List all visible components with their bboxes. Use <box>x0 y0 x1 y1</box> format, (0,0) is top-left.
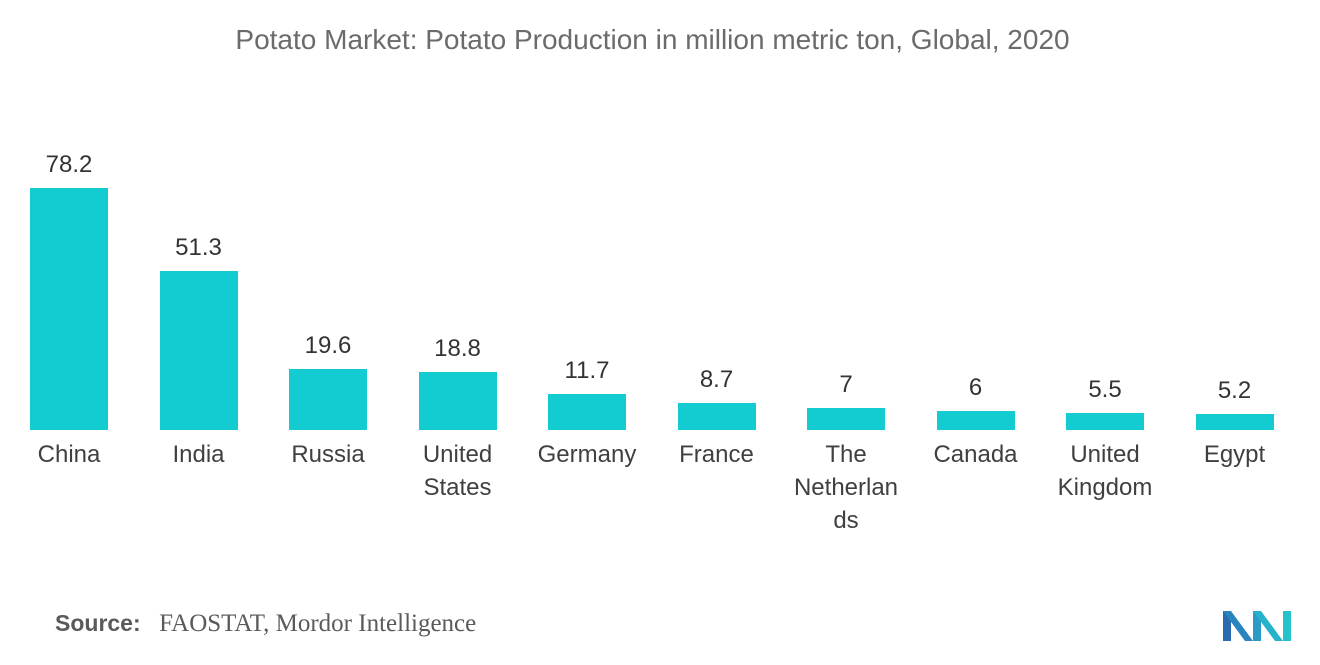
value-label-canada: 6 <box>968 374 983 402</box>
source-label: Source: <box>55 610 141 636</box>
value-label-germany: 11.7 <box>564 356 610 384</box>
category-label-russia: Russia <box>291 441 365 468</box>
bar-china <box>30 188 108 430</box>
value-label-united-kingdom: 5.5 <box>1088 375 1122 403</box>
category-label-united-kingdom: United Kingdom <box>1057 441 1153 501</box>
bar-germany <box>548 393 626 430</box>
value-label-the-netherlands: 7 <box>839 371 853 399</box>
bar-united-states <box>418 371 497 430</box>
value-label-russia: 19.6 <box>304 332 352 360</box>
category-label-egypt: Egypt <box>1203 441 1266 468</box>
bar-france <box>677 403 756 430</box>
value-label-china: 78.2 <box>45 151 93 178</box>
category-label-india: India <box>172 441 225 468</box>
value-label-egypt: 5.2 <box>1217 376 1252 404</box>
value-label-united-states: 18.8 <box>434 334 481 362</box>
bar-india <box>159 271 238 430</box>
category-label-france: France <box>679 441 754 468</box>
category-label-germany: Germany <box>537 441 637 468</box>
bar-egypt <box>1195 413 1274 430</box>
value-label-india: 51.3 <box>175 234 222 262</box>
mordor-intelligence-logo <box>1222 603 1292 643</box>
bar-russia <box>289 369 367 430</box>
category-label-united-states: United States <box>422 441 493 501</box>
category-label-canada: Canada <box>933 441 1018 468</box>
category-label-china: China <box>37 441 101 468</box>
bar-the-netherlands <box>807 408 885 430</box>
bar-canada <box>936 411 1015 430</box>
source-text: FAOSTAT, Mordor Intelligence <box>159 610 477 637</box>
bar-chart: 78.2 China 51.3 India 19.6 Russia 18.8 United S… <box>30 151 1274 534</box>
chart-title: Potato Market: Potato Production in mill… <box>235 24 1070 55</box>
source-line: Source: FAOSTAT, Mordor Intelligence <box>55 610 476 642</box>
category-label-the-netherlands: The Netherlands <box>793 441 899 534</box>
value-label-france: 8.7 <box>699 366 734 394</box>
bar-united-kingdom <box>1066 412 1144 430</box>
